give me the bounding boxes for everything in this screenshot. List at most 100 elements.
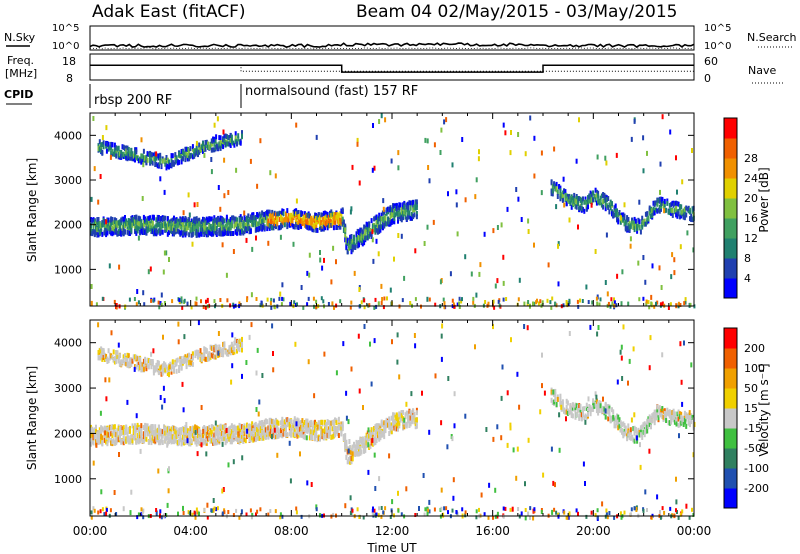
scatter-cell (317, 212, 320, 218)
scatter-cell (112, 429, 115, 435)
scatter-cell (356, 137, 359, 143)
scatter-cell (133, 297, 136, 301)
scatter-cell (144, 422, 147, 428)
scatter-cell (563, 188, 566, 194)
scatter-cell (237, 339, 240, 345)
scatter-cell (646, 150, 648, 156)
scatter-cell (225, 141, 228, 147)
scatter-cell (137, 430, 140, 436)
scatter-cell (106, 427, 109, 433)
scatter-cell (628, 220, 631, 226)
y-tick-label: 1000 (54, 263, 82, 276)
scatter-cell (234, 430, 237, 436)
scatter-cell (595, 408, 598, 414)
scatter-cell (273, 420, 276, 426)
scatter-cell (230, 348, 233, 353)
scatter-cell (302, 215, 305, 221)
scatter-cell (280, 420, 282, 426)
scatter-cell (247, 423, 250, 429)
scatter-cell (569, 196, 572, 202)
scatter-cell (687, 205, 690, 211)
scatter-cell (96, 232, 99, 238)
scatter-cell (451, 162, 454, 168)
scatter-cell (236, 348, 238, 354)
scatter-cell (613, 300, 616, 305)
scatter-cell (311, 434, 314, 440)
scatter-cell (281, 424, 284, 430)
scatter-cell (175, 158, 178, 164)
scatter-cell (492, 228, 495, 234)
scatter-cell (408, 213, 411, 219)
scatter-cell (178, 222, 181, 228)
scatter-cell (232, 344, 235, 350)
scatter-cell (599, 403, 602, 409)
scatter-cell (132, 216, 135, 222)
scatter-cell (321, 222, 324, 228)
scatter-cell (130, 362, 133, 367)
scatter-cell (685, 212, 688, 218)
scatter-cell (670, 410, 673, 416)
scatter-cell (102, 349, 105, 355)
scatter-cell (329, 212, 332, 218)
scatter-cell (320, 225, 323, 231)
scatter-cell (292, 241, 295, 247)
scatter-cell (222, 352, 225, 358)
scatter-cell (587, 195, 589, 201)
scatter-cell (342, 435, 345, 441)
scatter-cell (273, 424, 276, 430)
scatter-cell (140, 423, 143, 429)
scatter-cell (121, 225, 124, 231)
scatter-cell (348, 245, 350, 251)
scatter-cell (272, 224, 275, 230)
scatter-cell (200, 433, 203, 439)
scatter-cell (345, 236, 348, 242)
scatter-cell (559, 401, 562, 407)
cpid-label: CPID (4, 88, 33, 101)
scatter-cell (637, 260, 640, 266)
scatter-cell (585, 284, 588, 290)
scatter-cell (354, 445, 357, 451)
scatter-cell (149, 160, 152, 166)
scatter-cell (213, 440, 216, 446)
scatter-cell (681, 179, 684, 185)
scatter-cell (502, 280, 505, 286)
scatter-cell (297, 432, 300, 438)
scatter-cell (648, 421, 651, 427)
scatter-cell (583, 406, 586, 412)
scatter-cell (183, 225, 186, 231)
scatter-cell (295, 431, 298, 437)
scatter-cell (553, 181, 556, 187)
scatter-cell (212, 220, 215, 226)
scatter-cell (296, 417, 299, 423)
scatter-cell (587, 204, 589, 210)
scatter-cell (621, 217, 623, 223)
scatter-cell (122, 222, 125, 228)
scatter-cell (197, 433, 199, 439)
scatter-cell (208, 424, 211, 430)
scatter-cell (262, 430, 265, 436)
scatter-cell (163, 367, 165, 373)
scatter-cell (120, 149, 123, 155)
scatter-cell (225, 351, 228, 357)
scatter-cell (218, 430, 221, 436)
scatter-cell (254, 426, 257, 432)
scatter-cell (90, 284, 93, 289)
scatter-cell (106, 142, 109, 148)
scatter-cell (405, 410, 408, 416)
scatter-cell (150, 430, 153, 436)
scatter-cell (337, 433, 340, 438)
scatter-cell (349, 456, 352, 462)
scatter-cell (191, 144, 194, 150)
scatter-cell (261, 423, 264, 429)
scatter-cell (589, 411, 592, 417)
scatter-cell (412, 213, 415, 219)
scatter-cell (90, 433, 92, 439)
scatter-cell (243, 436, 246, 442)
scatter-cell (565, 302, 568, 307)
scatter-cell (339, 224, 342, 230)
scatter-cell (598, 400, 601, 405)
scatter-cell (227, 219, 230, 225)
scatter-cell (198, 431, 201, 437)
scatter-cell (564, 197, 567, 202)
scatter-cell (249, 218, 252, 224)
